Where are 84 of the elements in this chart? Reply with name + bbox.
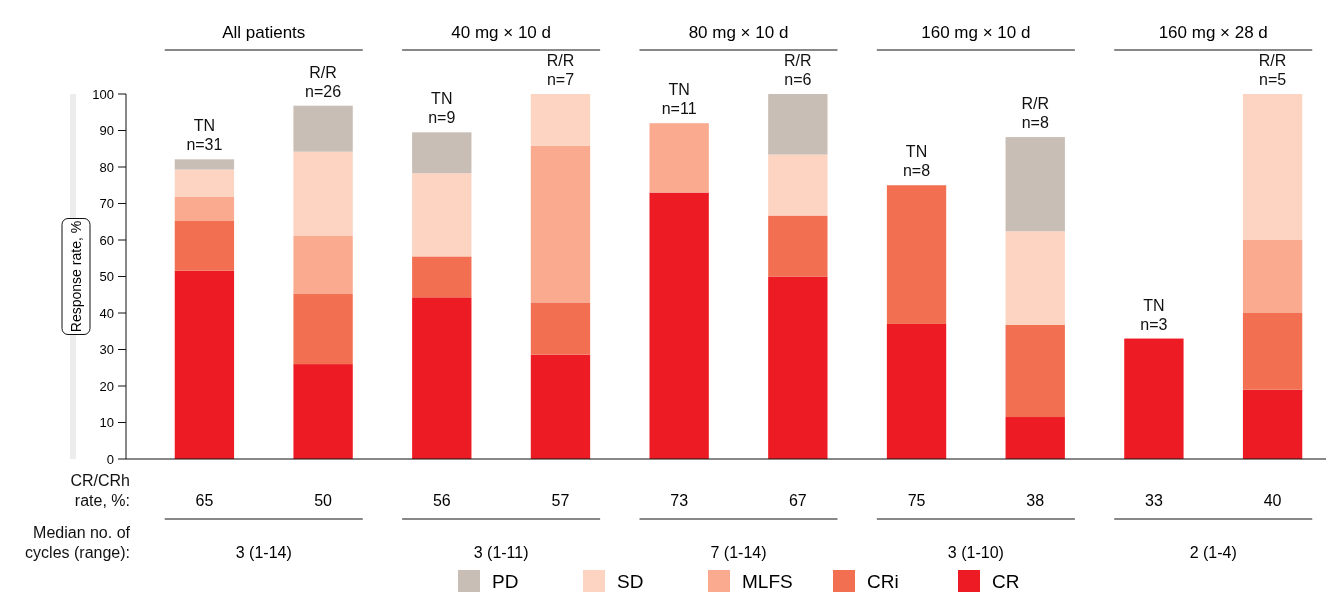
bar bbox=[412, 173, 472, 257]
text: 40 bbox=[1263, 492, 1282, 509]
y-tick-label: 0 bbox=[106, 451, 114, 467]
bar bbox=[649, 192, 709, 459]
bar bbox=[174, 196, 235, 222]
bar bbox=[412, 256, 472, 298]
x-tick-label: R/R n=7 bbox=[546, 52, 575, 88]
bar bbox=[412, 132, 472, 174]
bar bbox=[530, 94, 591, 146]
bar bbox=[530, 354, 591, 459]
bar bbox=[412, 297, 472, 459]
text: 57 bbox=[551, 492, 570, 509]
y-tick-label: 20 bbox=[99, 378, 114, 394]
bar bbox=[174, 169, 235, 197]
bar bbox=[886, 323, 947, 459]
bar bbox=[1124, 338, 1184, 459]
text: 40 mg × 10 d bbox=[451, 23, 551, 42]
x-tick-label: R/R n=5 bbox=[1258, 52, 1287, 88]
legend-label: PD bbox=[492, 570, 519, 592]
legend-label: SD bbox=[617, 570, 644, 592]
bar bbox=[174, 270, 235, 459]
bar bbox=[1005, 324, 1065, 418]
y-tick-label: 80 bbox=[99, 159, 114, 175]
text: 2 (1-4) bbox=[1189, 544, 1237, 561]
y-tick-label: 40 bbox=[99, 305, 114, 321]
text: 67 bbox=[788, 492, 807, 509]
y-axis-title: Response rate, % bbox=[67, 220, 84, 333]
y-tick-label: 10 bbox=[99, 415, 114, 431]
bar bbox=[768, 215, 828, 277]
bar bbox=[1242, 313, 1303, 390]
bar bbox=[1242, 389, 1303, 459]
y-tick-label: 100 bbox=[92, 86, 114, 102]
text: 65 bbox=[195, 492, 214, 509]
x-tick-label: R/R n=6 bbox=[784, 52, 812, 88]
bar bbox=[530, 302, 591, 355]
legend-label: CR bbox=[992, 570, 1020, 592]
y-tick-label: 30 bbox=[99, 342, 114, 358]
bar bbox=[174, 221, 235, 271]
legend-label: MLFS bbox=[742, 570, 793, 592]
bar bbox=[174, 159, 235, 170]
bar bbox=[1242, 240, 1303, 313]
text: 3 (1-10) bbox=[947, 544, 1004, 561]
bar bbox=[1242, 94, 1303, 240]
y-tick-label: 50 bbox=[99, 269, 114, 285]
bar bbox=[1005, 137, 1065, 232]
bar bbox=[649, 123, 709, 193]
bar bbox=[293, 235, 353, 295]
bar bbox=[1005, 417, 1065, 459]
x-tick-label: R/R n=8 bbox=[1021, 95, 1049, 132]
bar bbox=[886, 185, 947, 324]
text: 75 bbox=[907, 492, 926, 509]
x-tick-label: TN n=8 bbox=[902, 143, 931, 180]
text: 3 (1-14) bbox=[235, 544, 292, 561]
text: CR/CRh rate, %: bbox=[70, 472, 130, 509]
text: 33 bbox=[1145, 492, 1163, 509]
text: 56 bbox=[432, 492, 451, 509]
text: 80 mg × 10 d bbox=[688, 23, 789, 42]
bar bbox=[1005, 231, 1065, 325]
bar bbox=[293, 364, 353, 459]
text: 3 (1-11) bbox=[473, 544, 529, 561]
bar bbox=[293, 151, 353, 236]
text: 160 mg × 10 d bbox=[921, 23, 1031, 42]
bar bbox=[293, 105, 353, 152]
x-tick-label: R/R n=26 bbox=[305, 63, 342, 100]
bar bbox=[768, 94, 828, 155]
y-tick-label: 90 bbox=[99, 123, 114, 139]
bar bbox=[530, 145, 591, 303]
y-tick-label: 70 bbox=[99, 196, 114, 212]
y-tick-label: 60 bbox=[99, 232, 114, 248]
text: 38 bbox=[1026, 492, 1045, 509]
bar bbox=[293, 294, 353, 365]
x-tick-label: TN n=3 bbox=[1140, 296, 1168, 333]
x-tick-label: TN n=11 bbox=[661, 81, 697, 118]
legend-label: CRi bbox=[867, 570, 899, 592]
x-tick-label: TN n=31 bbox=[186, 117, 223, 154]
text: 7 (1-14) bbox=[710, 544, 767, 561]
bar bbox=[768, 154, 828, 216]
bar bbox=[768, 276, 828, 459]
text: 50 bbox=[314, 492, 333, 509]
x-tick-label: TN n=9 bbox=[428, 90, 456, 127]
text: 73 bbox=[670, 492, 689, 509]
text: 160 mg × 28 d bbox=[1158, 23, 1268, 42]
text: All patients bbox=[222, 23, 306, 42]
text: Median no. of cycles (range): bbox=[25, 524, 131, 561]
